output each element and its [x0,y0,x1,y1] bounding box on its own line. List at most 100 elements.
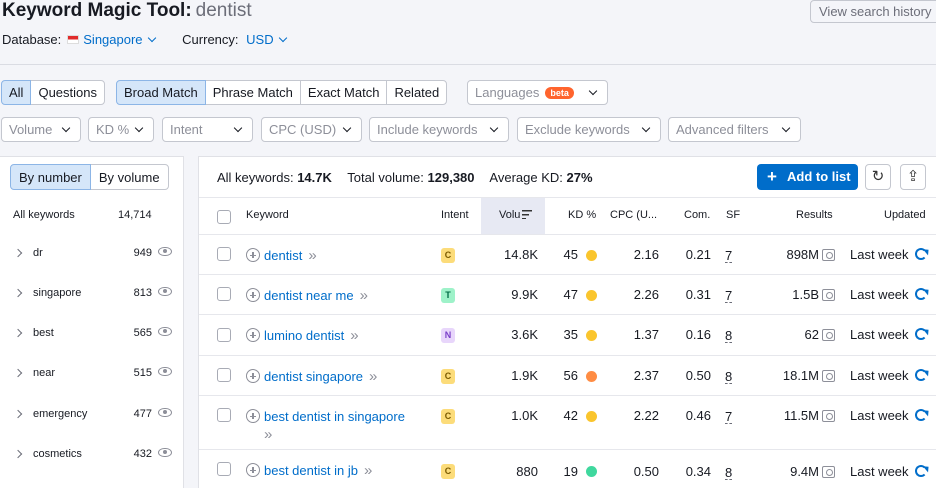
double-chevron-right-icon[interactable]: » [363,462,372,479]
column-kd[interactable]: KD % [568,209,597,221]
refresh-button[interactable]: ↻ [865,164,891,190]
column-sf[interactable]: SF [726,209,741,221]
serp-view-icon[interactable] [822,370,835,382]
refresh-icon[interactable] [914,465,927,477]
table-row: lumino dentist » N 3.6K 35 1.37 0.16 8 62… [199,315,936,356]
column-com[interactable]: Com. [684,209,711,221]
double-chevron-right-icon[interactable]: » [308,247,316,264]
volume-filter[interactable]: Volume [1,117,81,142]
double-chevron-right-icon[interactable]: » [359,287,368,304]
export-button[interactable]: ⇪ [900,164,926,190]
refresh-icon[interactable] [914,369,927,381]
serp-features-count[interactable]: 7 [725,409,733,424]
group-row-best[interactable]: best 565 [0,314,184,354]
column-intent[interactable]: Intent [441,209,469,221]
intent-filter[interactable]: Intent [162,117,253,142]
volume-value: 880 [516,464,538,479]
refresh-icon[interactable] [914,328,927,340]
eye-icon[interactable] [158,327,172,336]
row-checkbox[interactable] [217,462,231,476]
exclude-keywords-filter[interactable]: Exclude keywords [517,117,661,142]
eye-icon[interactable] [158,367,172,376]
group-row-near[interactable]: near 515 [0,354,184,394]
serp-view-icon[interactable] [822,289,835,301]
serp-features-count[interactable]: 7 [725,288,733,303]
serp-view-icon[interactable] [822,329,835,341]
keyword-text: dentist near me [264,288,354,303]
row-checkbox[interactable] [217,408,231,422]
view-search-history-button[interactable]: View search history [810,0,936,23]
tab-questions[interactable]: Questions [30,80,105,105]
add-keyword-icon[interactable] [246,248,260,262]
column-volume[interactable]: Volu [499,209,533,221]
add-keyword-icon[interactable] [246,409,260,423]
chevron-right-icon[interactable] [13,328,23,338]
group-row-emergency[interactable]: emergency 477 [0,395,184,435]
all-keywords-group-label[interactable]: All keywords [13,209,75,221]
column-results[interactable]: Results [796,209,833,221]
keyword-link[interactable]: dentist near me » [264,287,368,304]
double-chevron-right-icon[interactable]: » [264,426,272,443]
serp-view-icon[interactable] [822,466,835,478]
serp-features-count[interactable]: 7 [725,248,733,263]
refresh-icon[interactable] [914,409,927,421]
column-keyword[interactable]: Keyword [246,209,289,221]
column-updated[interactable]: Updated [884,209,926,221]
tab-related[interactable]: Related [386,80,448,105]
tab-exact-match[interactable]: Exact Match [299,80,388,105]
keyword-link[interactable]: dentist » [264,247,317,264]
add-keyword-icon[interactable] [246,328,260,342]
chevron-right-icon[interactable] [13,368,23,378]
keyword-link[interactable]: lumino dentist » [264,327,359,344]
eye-icon[interactable] [158,287,172,296]
add-keyword-icon[interactable] [246,288,260,302]
serp-view-icon[interactable] [822,410,835,422]
add-keyword-icon[interactable] [246,369,260,383]
select-all-checkbox[interactable] [217,210,231,224]
total-volume-value: 129,380 [427,170,475,185]
kd-filter[interactable]: KD % [88,117,154,142]
keyword-link[interactable]: dentist singapore » [264,368,377,385]
double-chevron-right-icon[interactable]: » [350,327,358,344]
tab-all[interactable]: All [1,80,32,105]
chevron-right-icon[interactable] [13,409,23,419]
currency-select[interactable]: USD [246,32,287,47]
column-cpc[interactable]: CPC (U... [610,209,658,221]
advanced-filters[interactable]: Advanced filters [668,117,801,142]
chevron-right-icon[interactable] [13,288,23,298]
refresh-icon[interactable] [914,288,927,300]
row-checkbox[interactable] [217,247,231,261]
serp-features-count[interactable]: 8 [725,328,733,343]
chevron-right-icon[interactable] [13,248,23,258]
tab-by-number[interactable]: By number [10,164,91,190]
keyword-table-panel [198,156,936,488]
double-chevron-right-icon[interactable]: » [369,368,377,385]
row-checkbox[interactable] [217,368,231,382]
row-checkbox[interactable] [217,328,231,342]
serp-features-count[interactable]: 8 [725,369,733,384]
eye-icon[interactable] [158,247,172,256]
refresh-icon[interactable] [914,248,927,260]
group-row-dr[interactable]: dr 949 [0,234,184,274]
add-keyword-icon[interactable] [246,463,260,477]
add-to-list-button[interactable]: + Add to list [757,164,858,190]
eye-icon[interactable] [158,408,172,417]
group-row-cosmetics[interactable]: cosmetics 432 [0,435,184,475]
eye-icon[interactable] [158,448,172,457]
row-checkbox[interactable] [217,287,231,301]
kd-indicator [586,466,597,477]
tab-by-volume[interactable]: By volume [89,164,169,190]
languages-dropdown[interactable]: Languages beta [467,80,608,105]
kd-indicator [586,411,597,422]
tab-broad-match[interactable]: Broad Match [116,80,206,105]
database-select[interactable]: Singapore [83,32,156,47]
include-keywords-filter[interactable]: Include keywords [369,117,509,142]
serp-view-icon[interactable] [822,249,835,261]
keyword-link[interactable]: best dentist in singapore » [264,408,424,444]
tab-phrase-match[interactable]: Phrase Match [204,80,301,105]
serp-features-count[interactable]: 8 [725,465,733,480]
keyword-link[interactable]: best dentist in jb » [264,462,372,479]
group-row-singapore[interactable]: singapore 813 [0,274,184,314]
cpc-filter[interactable]: CPC (USD) [261,117,362,142]
chevron-right-icon[interactable] [13,449,23,459]
